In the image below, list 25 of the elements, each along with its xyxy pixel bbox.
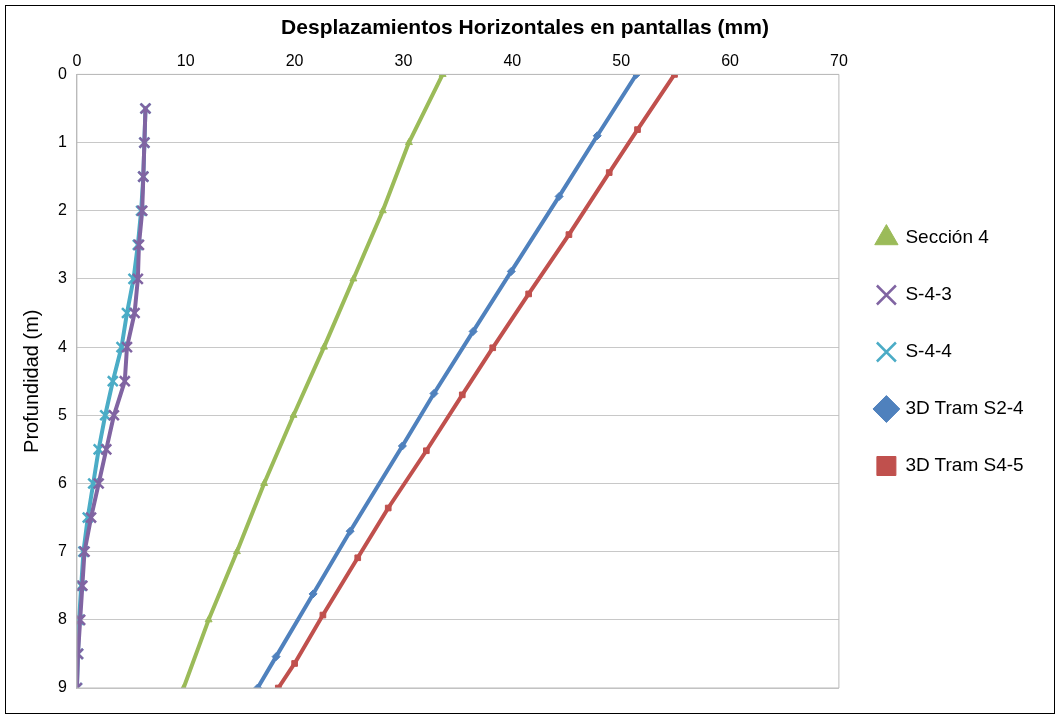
chart-title: Desplazamientos Horizontales en pantallas (mm) [281, 15, 769, 39]
y-tick-label: 2 [57, 201, 67, 219]
y-tick-label: 3 [57, 269, 67, 287]
legend-label: S-4-4 [905, 340, 953, 362]
x-tick-label: 60 [721, 52, 740, 70]
y-axis-title: Profundidad (m) [19, 309, 42, 453]
legend-label: 3D Tram S4-5 [905, 454, 1024, 476]
legend-label: 3D Tram S2-4 [905, 397, 1025, 419]
x-tick-label: 70 [830, 52, 848, 70]
y-tick-label: 8 [57, 610, 67, 628]
x-tick-label: 0 [72, 52, 82, 70]
x-tick-label: 10 [176, 52, 195, 70]
x-tick-label: 30 [394, 52, 413, 70]
x-tick-label: 40 [503, 52, 522, 70]
y-tick-label: 5 [57, 405, 67, 423]
y-tick-label: 1 [57, 132, 67, 150]
y-tick-label: 0 [57, 64, 67, 82]
y-tick-label: 9 [57, 678, 67, 696]
y-tick-label: 4 [57, 337, 67, 355]
legend-label: S-4-3 [905, 283, 952, 305]
x-tick-label: 20 [285, 52, 304, 70]
y-tick-label: 7 [57, 542, 67, 560]
legend-label: Sección 4 [905, 226, 990, 248]
y-tick-label: 6 [57, 473, 67, 491]
x-tick-label: 50 [612, 52, 631, 70]
